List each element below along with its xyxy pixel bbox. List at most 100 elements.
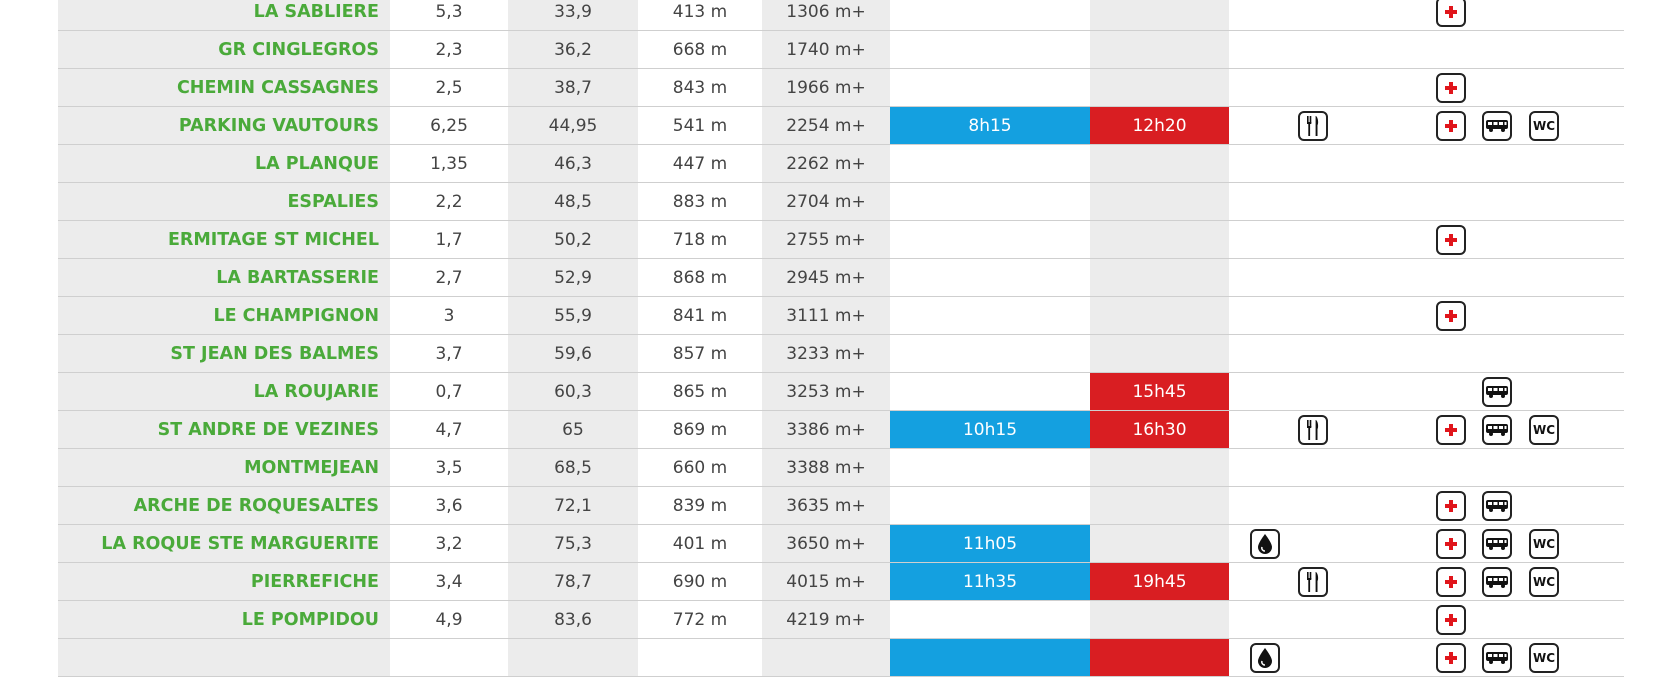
opening-time bbox=[890, 0, 1090, 30]
segment-distance: 1,35 bbox=[390, 145, 508, 182]
elevation-gain: 2254 m+ bbox=[762, 107, 890, 144]
table-row: ARCHE DE ROQUESALTES 3,6 72,1 839 m 3635… bbox=[58, 487, 1624, 525]
altitude: 660 m bbox=[638, 449, 762, 486]
shuttle-bus-icon bbox=[1482, 377, 1512, 407]
elevation-gain: 3388 m+ bbox=[762, 449, 890, 486]
opening-time: 11h35 bbox=[890, 563, 1090, 600]
segment-distance: 1,7 bbox=[390, 221, 508, 258]
cutoff-time bbox=[1090, 487, 1229, 524]
table-row: ST JEAN DES BALMES 3,7 59,6 857 m 3233 m… bbox=[58, 335, 1624, 373]
cumulative-distance: 38,7 bbox=[508, 69, 638, 106]
first-aid-icon bbox=[1436, 225, 1466, 255]
cumulative-distance: 78,7 bbox=[508, 563, 638, 600]
wc-icon: WC bbox=[1529, 643, 1559, 673]
opening-time bbox=[890, 601, 1090, 638]
cutoff-time bbox=[1090, 221, 1229, 258]
checkpoint-name: GR CINGLEGROS bbox=[58, 31, 390, 68]
cumulative-distance: 50,2 bbox=[508, 221, 638, 258]
opening-time bbox=[890, 145, 1090, 182]
checkpoint-name: CHEMIN CASSAGNES bbox=[58, 69, 390, 106]
elevation-gain: 2262 m+ bbox=[762, 145, 890, 182]
services: WC bbox=[1229, 221, 1604, 258]
elevation-gain: 4015 m+ bbox=[762, 563, 890, 600]
table-row: LA SABLIERE 5,3 33,9 413 m 1306 m+ WC bbox=[58, 0, 1624, 31]
elevation-gain: 1966 m+ bbox=[762, 69, 890, 106]
first-aid-icon bbox=[1436, 111, 1466, 141]
cutoff-time: 16h30 bbox=[1090, 411, 1229, 448]
checkpoint-name: LE POMPIDOU bbox=[58, 601, 390, 638]
first-aid-icon bbox=[1436, 605, 1466, 635]
elevation-gain: 3111 m+ bbox=[762, 297, 890, 334]
shuttle-bus-icon bbox=[1482, 529, 1512, 559]
elevation-gain: 3253 m+ bbox=[762, 373, 890, 410]
checkpoint-name: LE CHAMPIGNON bbox=[58, 297, 390, 334]
water-drop-icon bbox=[1250, 529, 1280, 559]
first-aid-icon bbox=[1436, 301, 1466, 331]
cutoff-time bbox=[1090, 335, 1229, 372]
cutoff-time bbox=[1090, 183, 1229, 220]
services: WC bbox=[1229, 487, 1604, 524]
segment-distance bbox=[390, 639, 508, 676]
checkpoint-name bbox=[58, 639, 390, 676]
table-row: WC bbox=[58, 639, 1624, 677]
services: WC bbox=[1229, 69, 1604, 106]
checkpoint-name: LA PLANQUE bbox=[58, 145, 390, 182]
table-row: CHEMIN CASSAGNES 2,5 38,7 843 m 1966 m+ … bbox=[58, 69, 1624, 107]
segment-distance: 3,2 bbox=[390, 525, 508, 562]
elevation-gain: 3635 m+ bbox=[762, 487, 890, 524]
services: WC bbox=[1229, 449, 1604, 486]
services: WC bbox=[1229, 259, 1604, 296]
opening-time bbox=[890, 259, 1090, 296]
cumulative-distance: 60,3 bbox=[508, 373, 638, 410]
restaurant-icon bbox=[1298, 111, 1328, 141]
services: WC bbox=[1229, 601, 1604, 638]
altitude: 843 m bbox=[638, 69, 762, 106]
altitude: 868 m bbox=[638, 259, 762, 296]
checkpoint-name: MONTMEJEAN bbox=[58, 449, 390, 486]
elevation-gain: 4219 m+ bbox=[762, 601, 890, 638]
first-aid-icon bbox=[1436, 491, 1466, 521]
cumulative-distance: 72,1 bbox=[508, 487, 638, 524]
cumulative-distance: 83,6 bbox=[508, 601, 638, 638]
elevation-gain: 2704 m+ bbox=[762, 183, 890, 220]
services: WC bbox=[1229, 411, 1604, 448]
elevation-gain: 3386 m+ bbox=[762, 411, 890, 448]
segment-distance: 2,5 bbox=[390, 69, 508, 106]
table-row: LA PLANQUE 1,35 46,3 447 m 2262 m+ WC bbox=[58, 145, 1624, 183]
segment-distance: 2,7 bbox=[390, 259, 508, 296]
altitude: 865 m bbox=[638, 373, 762, 410]
services: WC bbox=[1229, 0, 1604, 30]
cumulative-distance: 68,5 bbox=[508, 449, 638, 486]
cumulative-distance: 75,3 bbox=[508, 525, 638, 562]
table-row: MONTMEJEAN 3,5 68,5 660 m 3388 m+ WC bbox=[58, 449, 1624, 487]
cutoff-time: 12h20 bbox=[1090, 107, 1229, 144]
cumulative-distance: 55,9 bbox=[508, 297, 638, 334]
first-aid-icon bbox=[1436, 529, 1466, 559]
segment-distance: 3,4 bbox=[390, 563, 508, 600]
opening-time: 10h15 bbox=[890, 411, 1090, 448]
elevation-gain: 2945 m+ bbox=[762, 259, 890, 296]
cutoff-time: 15h45 bbox=[1090, 373, 1229, 410]
cumulative-distance: 33,9 bbox=[508, 0, 638, 30]
table-row: LE CHAMPIGNON 3 55,9 841 m 3111 m+ WC bbox=[58, 297, 1624, 335]
restaurant-icon bbox=[1298, 567, 1328, 597]
table-row: LE POMPIDOU 4,9 83,6 772 m 4219 m+ WC bbox=[58, 601, 1624, 639]
checkpoint-name: ERMITAGE ST MICHEL bbox=[58, 221, 390, 258]
altitude: 718 m bbox=[638, 221, 762, 258]
checkpoint-name: ST JEAN DES BALMES bbox=[58, 335, 390, 372]
segment-distance: 3,6 bbox=[390, 487, 508, 524]
table-row: LA BARTASSERIE 2,7 52,9 868 m 2945 m+ WC bbox=[58, 259, 1624, 297]
opening-time bbox=[890, 487, 1090, 524]
altitude: 869 m bbox=[638, 411, 762, 448]
opening-time: 8h15 bbox=[890, 107, 1090, 144]
segment-distance: 0,7 bbox=[390, 373, 508, 410]
cutoff-time bbox=[1090, 449, 1229, 486]
wc-icon: WC bbox=[1529, 567, 1559, 597]
table-row: LA ROQUE STE MARGUERITE 3,2 75,3 401 m 3… bbox=[58, 525, 1624, 563]
segment-distance: 4,9 bbox=[390, 601, 508, 638]
segment-distance: 2,3 bbox=[390, 31, 508, 68]
altitude: 841 m bbox=[638, 297, 762, 334]
services: WC bbox=[1229, 107, 1604, 144]
cumulative-distance: 48,5 bbox=[508, 183, 638, 220]
opening-time bbox=[890, 335, 1090, 372]
